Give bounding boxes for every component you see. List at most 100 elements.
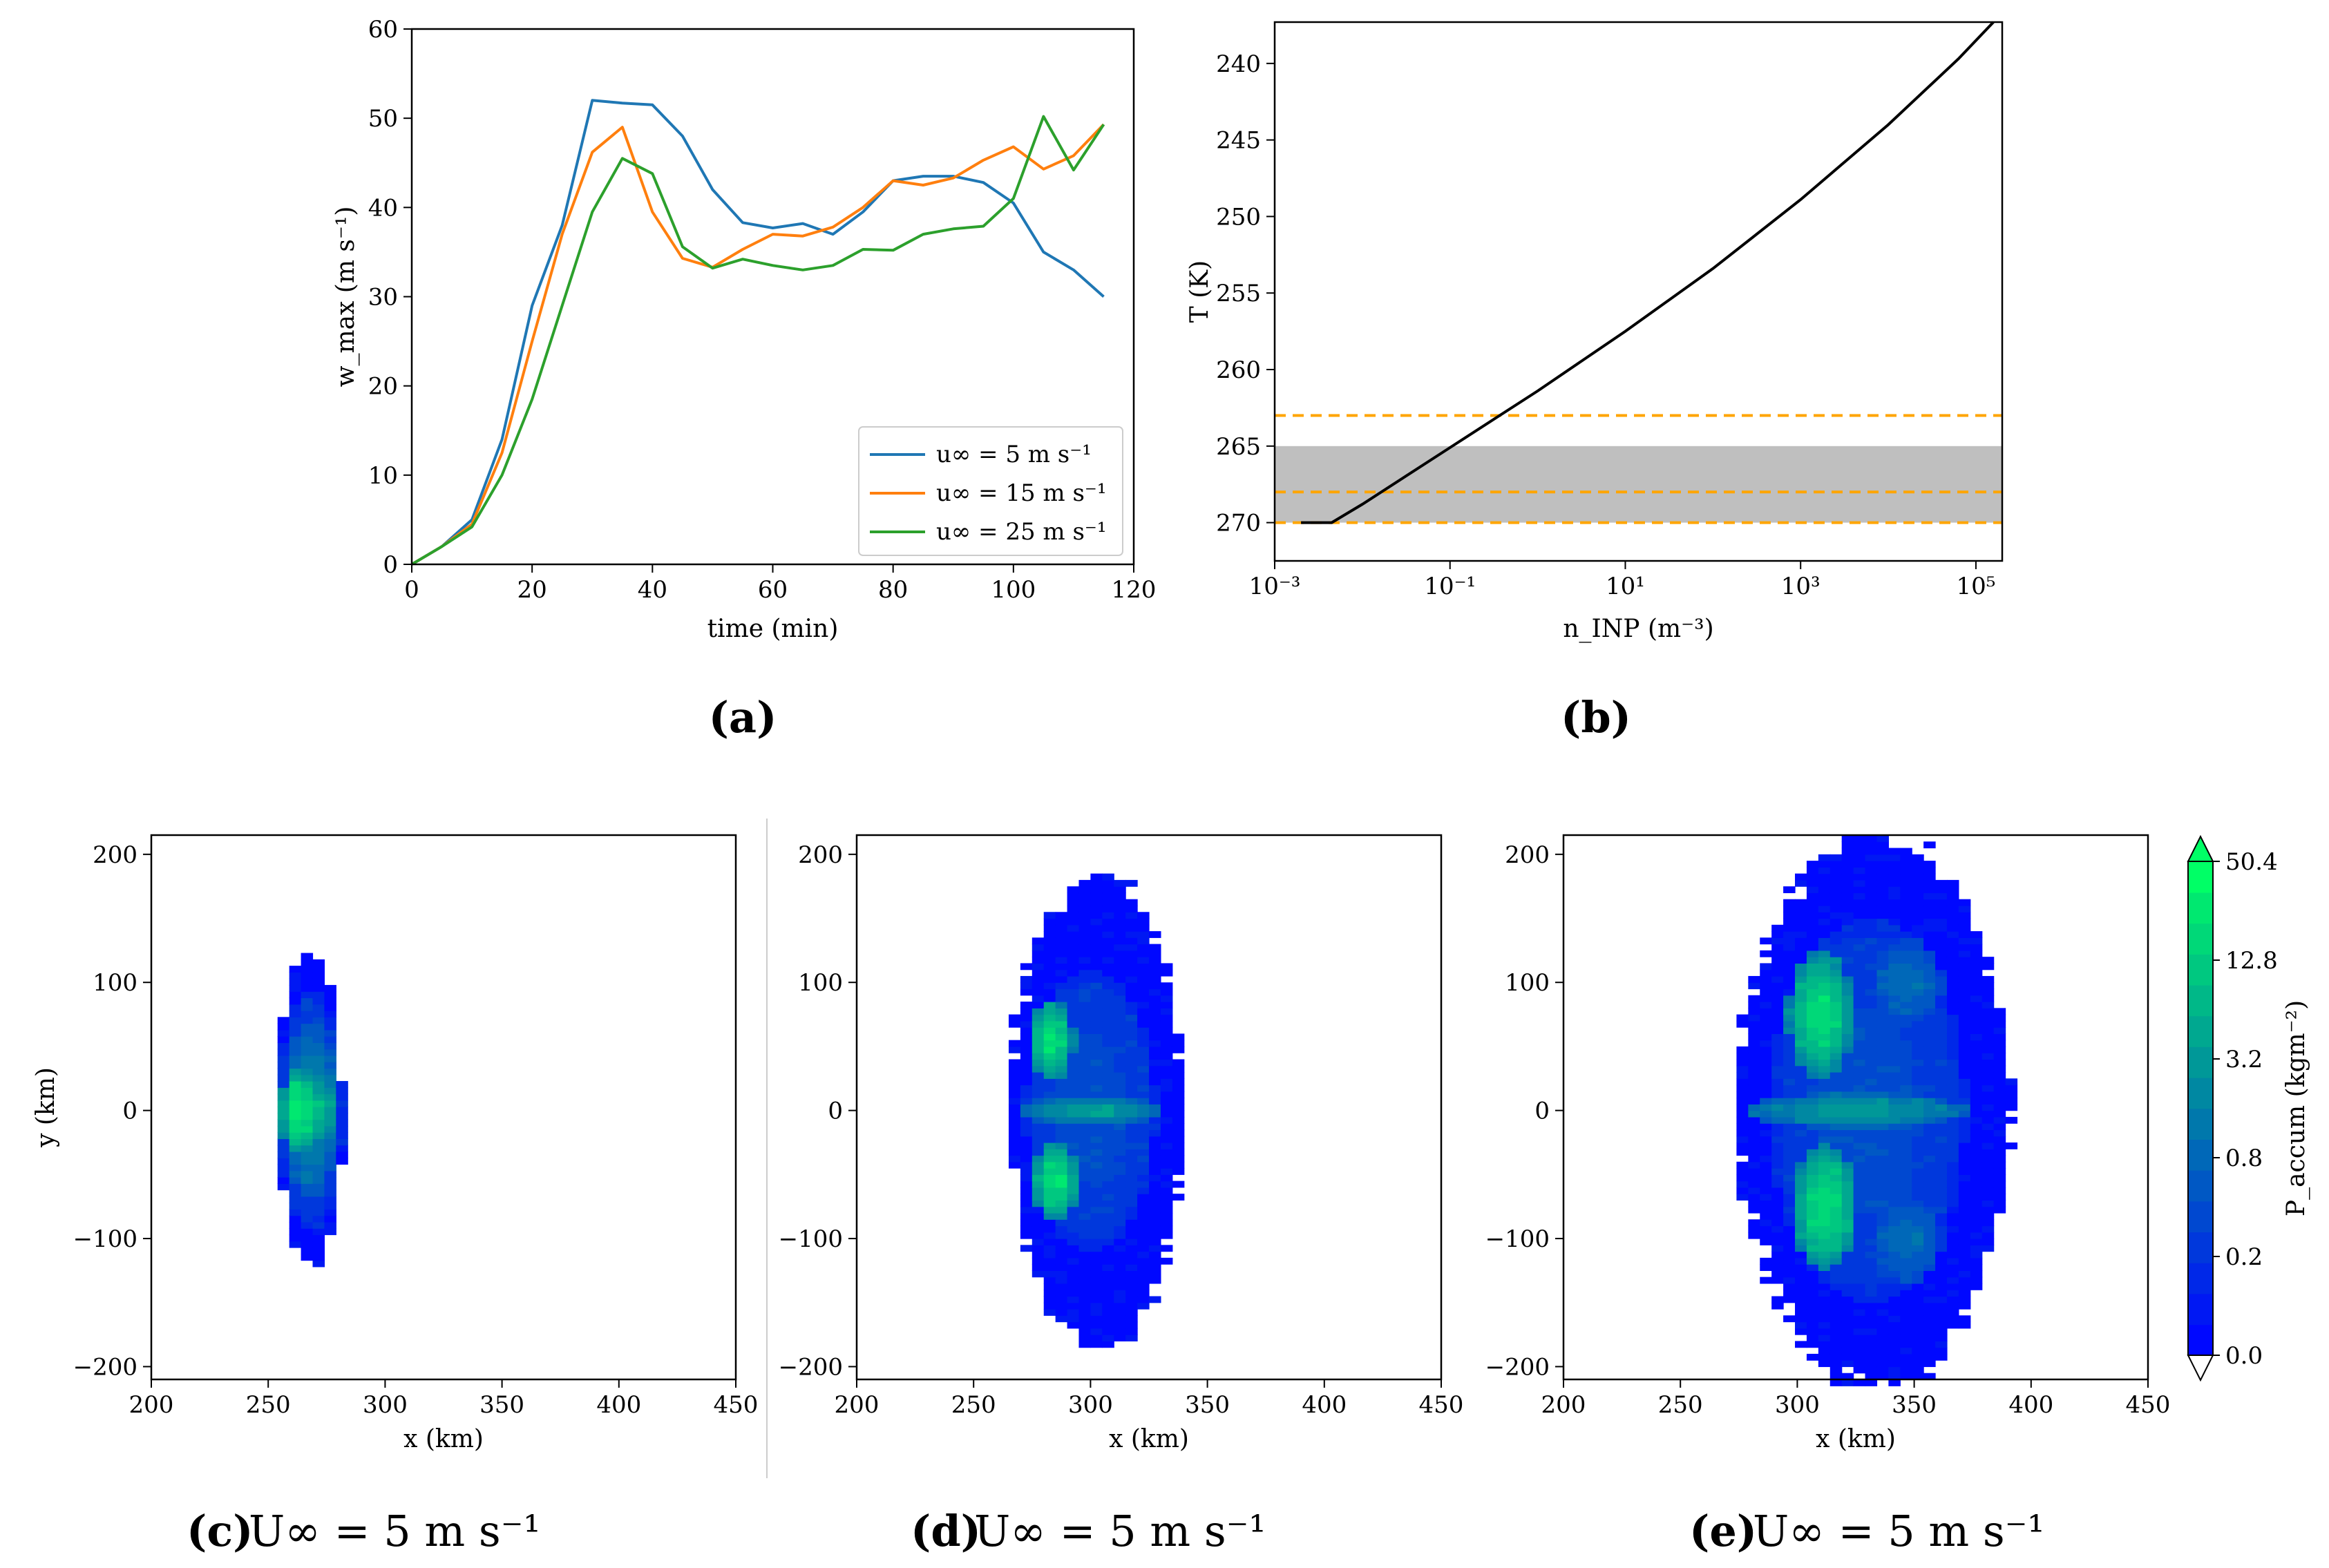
- heatmap-cell: [1923, 1353, 1936, 1361]
- heatmap-cell: [1888, 918, 1901, 926]
- heatmap-cell: [1055, 1110, 1068, 1118]
- heatmap-cell: [1935, 1116, 1948, 1124]
- heatmap-cell: [1783, 969, 1796, 977]
- heatmap-cell: [1783, 1194, 1796, 1201]
- heatmap-cell: [1958, 1078, 1971, 1086]
- heatmap-cell: [1078, 1257, 1091, 1265]
- heatmap-cell: [312, 1203, 325, 1210]
- heatmap-cell: [1043, 975, 1056, 983]
- heatmap-cell: [1958, 1110, 1971, 1118]
- colorbar-segment: [2188, 861, 2213, 893]
- heatmap-cell: [1829, 1335, 1843, 1341]
- heatmap-cell: [1876, 1353, 1889, 1361]
- y-tick-label: 60: [368, 16, 398, 44]
- heatmap-cell: [1067, 892, 1080, 900]
- heatmap-cell: [1795, 1168, 1807, 1175]
- heatmap-cell: [1841, 1072, 1854, 1079]
- heatmap-cell: [1912, 1059, 1924, 1067]
- heatmap-cell: [301, 1029, 314, 1037]
- heatmap-cell: [1888, 1225, 1901, 1233]
- heatmap-cell: [1114, 1033, 1126, 1041]
- heatmap-cell: [1958, 1225, 1971, 1233]
- heatmap-cell: [1043, 1251, 1056, 1259]
- heatmap-cell: [1078, 1033, 1091, 1041]
- heatmap-cell: [1876, 1149, 1889, 1156]
- heatmap-cell: [1090, 975, 1103, 983]
- heatmap-cell: [1818, 1033, 1831, 1041]
- heatmap-cell: [1958, 924, 1971, 932]
- heatmap-cell: [1946, 1149, 1959, 1156]
- y-tick-label: −100: [73, 1225, 137, 1253]
- y-tick-label: 100: [798, 969, 843, 997]
- heatmap-cell: [289, 1203, 302, 1210]
- heatmap-cell: [1818, 1353, 1831, 1361]
- heatmap-cell: [1970, 1277, 1983, 1284]
- heatmap-cell: [1841, 1116, 1854, 1124]
- heatmap-cell: [1806, 1194, 1819, 1201]
- heatmap-cell: [1090, 963, 1103, 971]
- heatmap-cell: [1993, 1200, 2006, 1207]
- heatmap-cell: [1935, 988, 1948, 996]
- heatmap-cell: [1102, 1180, 1114, 1188]
- heatmap-cell: [1818, 1008, 1831, 1015]
- heatmap-cell: [1055, 1187, 1068, 1194]
- heatmap-cell: [1795, 899, 1807, 906]
- heatmap-cell: [1125, 1194, 1138, 1201]
- heatmap-cell: [1935, 1046, 1948, 1053]
- heatmap-cell: [1946, 1123, 1959, 1131]
- heatmap-cell: [1900, 1072, 1912, 1079]
- x-tick-label: 40: [638, 576, 667, 604]
- heatmap-cell: [1795, 944, 1807, 951]
- heatmap-cell: [1090, 1002, 1103, 1008]
- heatmap-cell: [1981, 1136, 1995, 1143]
- heatmap-cell: [1114, 1059, 1126, 1067]
- heatmap-cell: [1888, 957, 1901, 964]
- heatmap-cell: [1114, 1027, 1126, 1034]
- heatmap-cell: [1818, 1078, 1831, 1086]
- heatmap-cell: [1993, 1078, 2006, 1086]
- heatmap-cell: [1806, 1014, 1819, 1022]
- heatmap-cell: [1853, 1309, 1866, 1316]
- heatmap-cell: [1032, 1110, 1045, 1118]
- heatmap-cell: [1020, 1002, 1033, 1008]
- heatmap-cell: [1993, 1046, 2006, 1053]
- heatmap-cell: [1935, 1290, 1948, 1297]
- heatmap-cell: [1946, 957, 1959, 964]
- heatmap-cell: [1935, 892, 1948, 900]
- heatmap-cell: [1912, 963, 1924, 971]
- heatmap-cell: [1114, 1065, 1126, 1073]
- heatmap-cell: [1125, 1053, 1138, 1060]
- heatmap-cell: [301, 1164, 314, 1172]
- heatmap-cell: [1102, 1315, 1114, 1323]
- heatmap-cell: [1818, 1040, 1831, 1047]
- heatmap-cell: [1935, 957, 1948, 964]
- heatmap-cell: [1783, 1104, 1796, 1111]
- heatmap-cell: [1114, 1104, 1126, 1111]
- heatmap-cell: [1841, 1212, 1854, 1220]
- heatmap-cell: [1783, 1020, 1796, 1028]
- heatmap-cell: [1946, 1251, 1959, 1259]
- heatmap-cell: [1818, 1206, 1831, 1214]
- heatmap-cell: [1736, 1110, 1749, 1118]
- heatmap-cell: [1008, 1072, 1021, 1079]
- heatmap-cell: [1114, 1149, 1126, 1156]
- heatmap-cell: [1912, 1014, 1924, 1022]
- heatmap-cell: [1841, 1098, 1854, 1105]
- heatmap-cell: [1020, 1232, 1033, 1239]
- heatmap-cell: [1912, 1008, 1924, 1015]
- heatmap-cell: [1923, 1251, 1936, 1259]
- heatmap-cell: [1841, 1321, 1854, 1329]
- heatmap-cell: [1160, 1104, 1173, 1111]
- caption-c-text: U∞ = 5 m s⁻¹: [249, 1506, 540, 1556]
- heatmap-cell: [1981, 1027, 1995, 1034]
- heatmap-cell: [289, 1125, 302, 1133]
- heatmap-cell: [1078, 1168, 1091, 1175]
- heatmap-cell: [312, 1125, 325, 1133]
- heatmap-cell: [301, 1113, 314, 1120]
- heatmap-cell: [1736, 1046, 1749, 1053]
- heatmap-cell: [1935, 1341, 1948, 1348]
- heatmap-cell: [1818, 1098, 1831, 1105]
- heatmap-cell: [1876, 1046, 1889, 1053]
- x-axis-label: x (km): [1816, 1425, 1896, 1453]
- heatmap-cell: [1876, 1328, 1889, 1335]
